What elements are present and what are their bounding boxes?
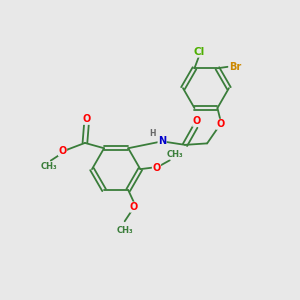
Text: Cl: Cl <box>193 47 205 57</box>
Text: O: O <box>193 116 201 126</box>
Text: O: O <box>130 202 138 212</box>
Text: CH₃: CH₃ <box>167 150 183 159</box>
Text: N: N <box>158 136 166 146</box>
Text: O: O <box>216 119 224 129</box>
Text: H: H <box>149 129 156 138</box>
Text: CH₃: CH₃ <box>116 226 133 235</box>
Text: O: O <box>152 163 160 173</box>
Text: O: O <box>82 114 91 124</box>
Text: Br: Br <box>229 62 241 72</box>
Text: O: O <box>58 146 67 156</box>
Text: CH₃: CH₃ <box>41 162 58 171</box>
